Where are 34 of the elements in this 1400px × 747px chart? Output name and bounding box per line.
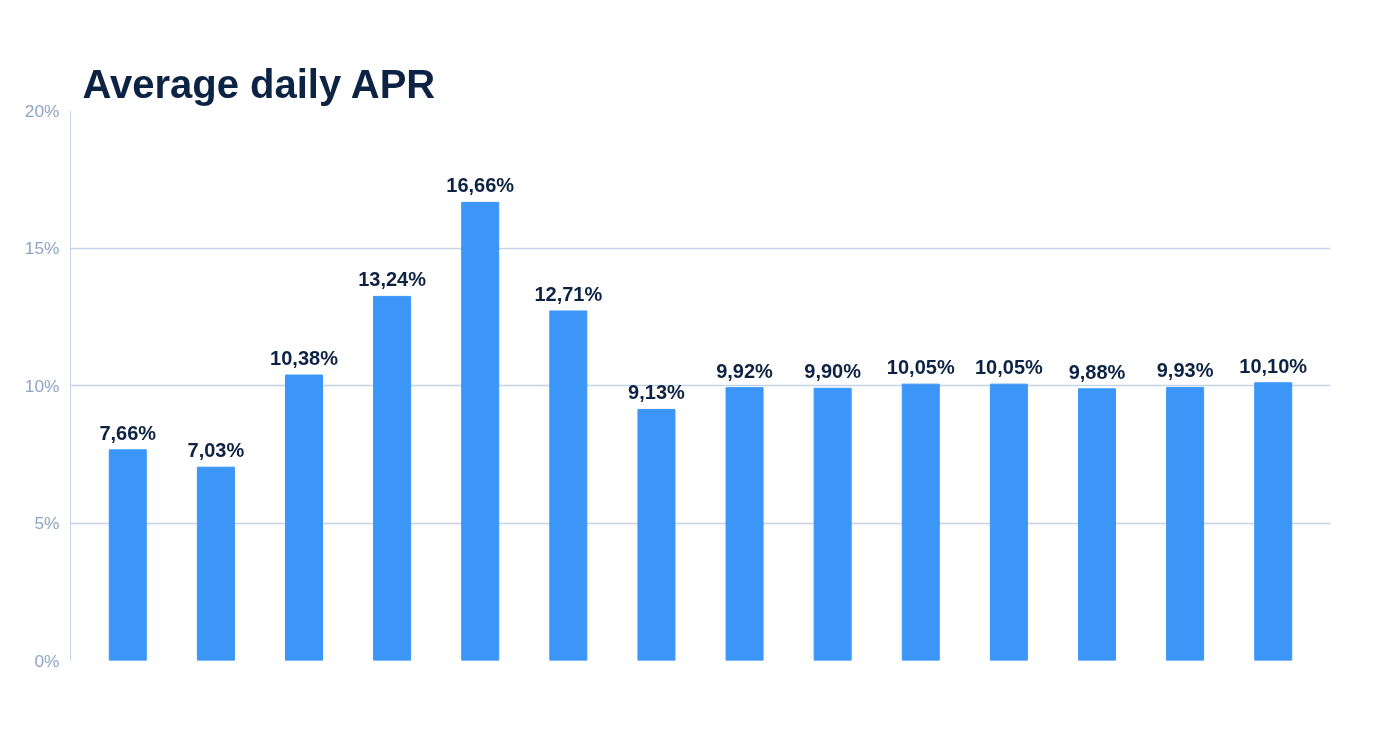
y-tick-label: 10% [24,375,60,396]
bar [637,408,676,661]
data-label: 9,90% [804,360,862,383]
data-label: 9,13% [628,381,686,404]
y-tick-label: 0% [34,650,60,671]
data-label: 12,71% [534,282,603,305]
data-label: 13,24% [358,268,427,291]
bar [1166,386,1205,661]
bar [989,383,1028,661]
bar [549,310,588,661]
bar [813,387,852,661]
data-label: 9,93% [1156,359,1214,382]
data-label: 7,03% [187,439,245,462]
data-label: 10,10% [1239,354,1308,377]
y-tick-label: 5% [34,513,60,533]
bar [196,466,235,661]
bar [901,383,940,661]
data-label: 10,38% [270,347,339,370]
data-label: 10,05% [974,356,1044,379]
bar [1254,382,1293,661]
data-label: 7,66% [99,421,157,444]
data-label: 9,92% [716,359,774,382]
data-label: 10,05% [886,356,955,379]
data-label: 16,66% [446,174,515,197]
y-tick-label: 20% [24,100,60,121]
bar [461,201,500,661]
data-label: 9,88% [1068,360,1126,383]
bar [284,374,323,661]
chart-title: Average daily APR [82,61,436,106]
bar [108,449,147,661]
bar [725,387,764,661]
y-tick-label: 15% [24,238,60,258]
bar [1078,388,1117,661]
bar [373,295,412,661]
